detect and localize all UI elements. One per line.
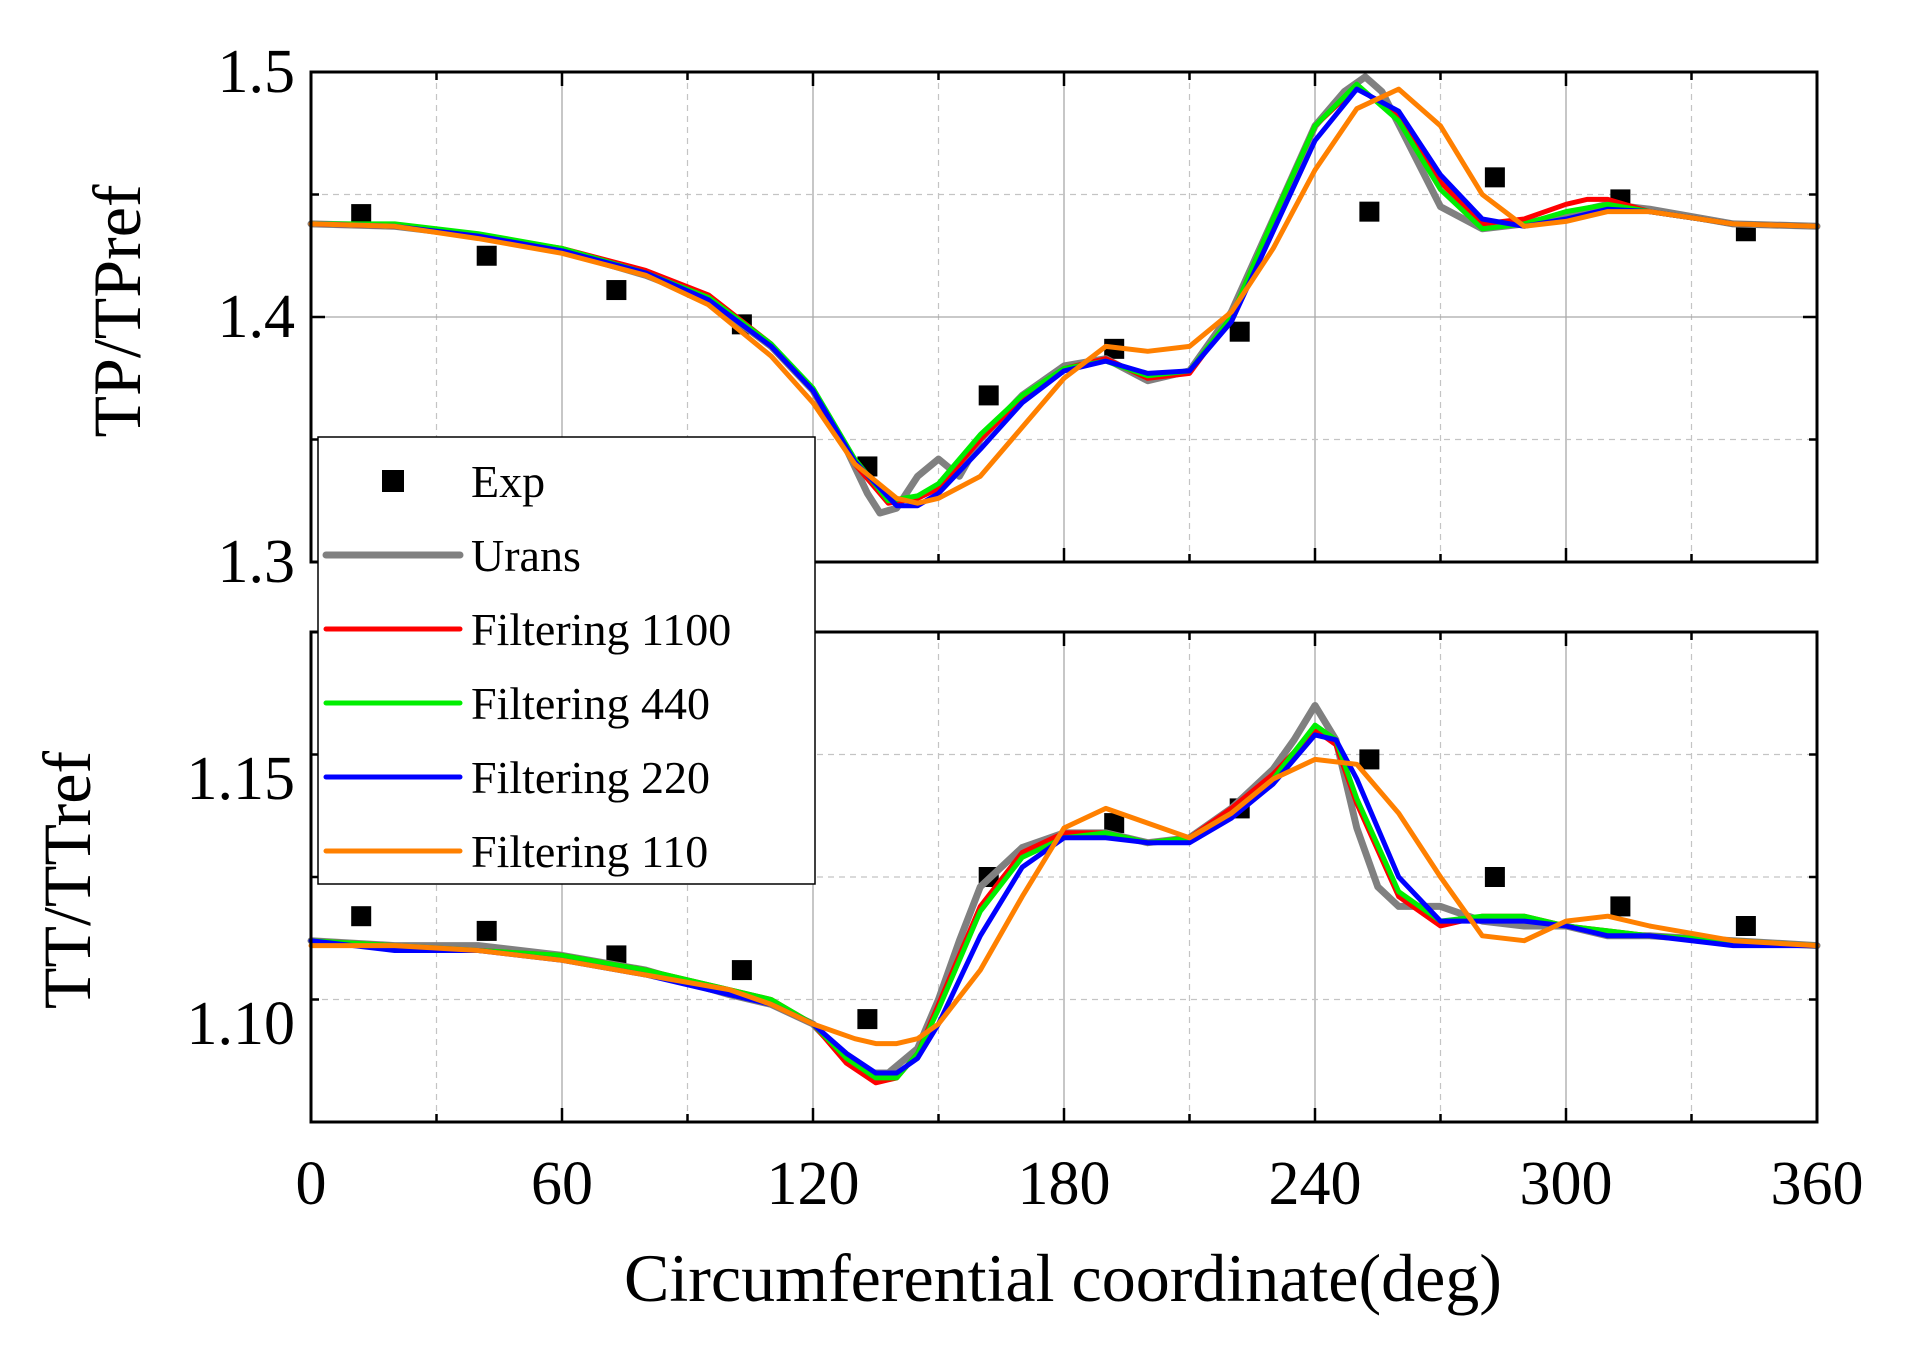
legend-label-filtering-1100: Filtering 1100 [471, 604, 731, 655]
y-tick-label: 1.15 [187, 745, 296, 813]
exp-marker [351, 906, 372, 927]
series-line-filtering-110 [308, 756, 1820, 1047]
top-panel-y-ticks: 1.3 1.4 1.5 [218, 38, 1817, 596]
legend-label-urans: Urans [471, 530, 581, 581]
exp-marker [476, 920, 497, 941]
exp-marker [1484, 867, 1505, 887]
series-line-filtering-110 [308, 86, 1820, 506]
legend-label-filtering-440: Filtering 440 [471, 678, 710, 729]
exp-marker [1229, 321, 1250, 342]
x-tick-label: 120 [767, 1150, 860, 1218]
y-tick-label: 1.4 [218, 283, 296, 351]
exp-marker [1610, 896, 1631, 917]
exp-marker [476, 245, 497, 266]
x-tick-label: 0 [296, 1150, 327, 1218]
top-panel-y-axis-title: TP/TPref [79, 184, 155, 437]
y-tick-label: 1.3 [218, 528, 296, 596]
bottom-panel-y-ticks: 1.10 1.15 [187, 630, 1817, 1124]
exp-marker [606, 945, 627, 966]
exp-marker [351, 204, 372, 225]
top-panel-grid [311, 72, 1817, 562]
y-tick-label: 1.5 [218, 38, 296, 106]
top-panel-tp: 1.3 1.4 1.5 TP/TPref [79, 38, 1821, 596]
top-panel-series [307, 73, 1821, 517]
legend: Exp Urans Filtering 1100 Filtering 440 Filte… [317, 436, 816, 885]
legend-label-filtering-110: Filtering 110 [471, 826, 708, 877]
exp-marker [1735, 916, 1756, 936]
x-tick-label: 360 [1771, 1150, 1864, 1218]
x-tick-label: 60 [531, 1150, 593, 1218]
x-axis-title: Circumferential coordinate(deg) [624, 1240, 1502, 1316]
exp-marker [857, 1009, 878, 1030]
exp-marker [1104, 813, 1125, 834]
bottom-panel-x-ticks: 0 60 120 180 240 300 360 [296, 1150, 1864, 1218]
x-tick-label: 180 [1018, 1150, 1111, 1218]
x-tick-label: 300 [1520, 1150, 1613, 1218]
legend-box [317, 436, 816, 885]
bottom-panel-y-axis-title: TT/TTref [29, 751, 105, 1009]
bottom-panel-series [307, 702, 1821, 1086]
exp-marker [731, 960, 752, 981]
y-tick-label: 1.10 [187, 990, 296, 1058]
exp-marker [1359, 201, 1380, 222]
exp-marker [978, 385, 999, 406]
x-tick-label: 240 [1269, 1150, 1362, 1218]
legend-label-exp: Exp [471, 456, 545, 507]
exp-marker [1359, 749, 1380, 770]
series-line-filtering-220 [308, 732, 1820, 1076]
legend-exp-marker [382, 470, 404, 492]
legend-label-filtering-220: Filtering 220 [471, 752, 710, 803]
exp-marker [606, 280, 627, 301]
exp-marker [1484, 167, 1505, 188]
